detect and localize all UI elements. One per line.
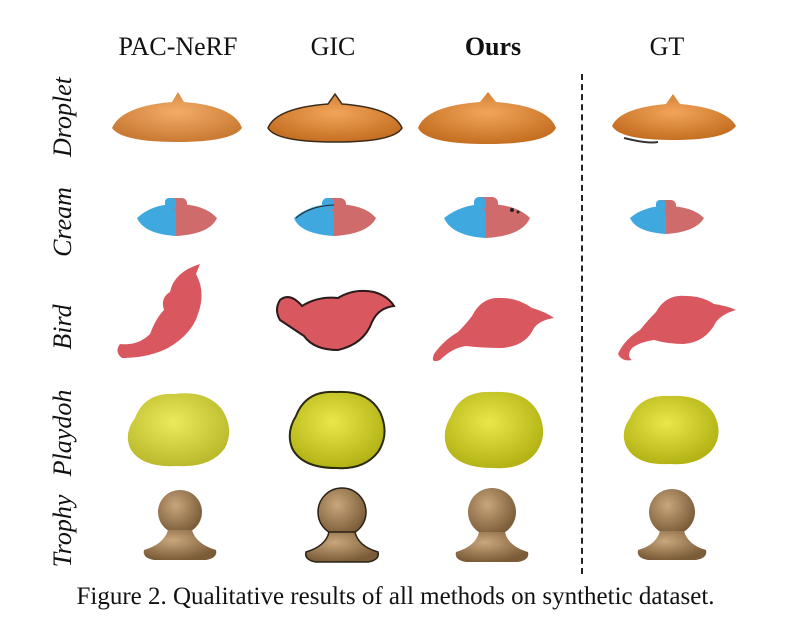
playdoh-pac-nerf-render [115, 378, 245, 478]
droplet-gt-render [598, 70, 748, 170]
playdoh-gic-render [278, 378, 398, 478]
bird-ours-render [422, 276, 572, 376]
cream-ours-render [412, 170, 562, 270]
column-header-pac-nerf: PAC-NeRF [118, 32, 238, 61]
row-label-playdoh: Playdoh [48, 389, 77, 477]
droplet-pac-nerf-render [102, 70, 252, 170]
droplet-gic-render [260, 70, 410, 170]
playdoh-ours-render [435, 378, 555, 478]
playdoh-gt-render [612, 378, 732, 478]
bird-pac-nerf-render [108, 262, 258, 372]
row-label-droplet: Droplet [48, 77, 77, 157]
cream-pac-nerf-render [102, 170, 252, 270]
trophy-pac-nerf-render [130, 478, 230, 578]
row-label-trophy: Trophy [48, 494, 77, 568]
dashed-divider [581, 74, 583, 574]
figure-caption: Figure 2. Qualitative results of all met… [76, 583, 715, 610]
row-label-bird: Bird [48, 304, 77, 350]
droplet-ours-render [412, 70, 562, 170]
row-label-cream: Cream [48, 187, 77, 257]
cream-gic-render [260, 170, 410, 270]
column-header-gt: GT [649, 32, 685, 61]
cream-gt-render [592, 170, 742, 270]
trophy-gt-render [622, 478, 722, 578]
trophy-ours-render [442, 478, 542, 578]
bird-gic-render [268, 270, 418, 370]
trophy-gic-render [292, 478, 392, 578]
column-header-gic: GIC [310, 32, 356, 61]
bird-gt-render [604, 278, 754, 378]
column-header-ours: Ours [464, 32, 522, 61]
